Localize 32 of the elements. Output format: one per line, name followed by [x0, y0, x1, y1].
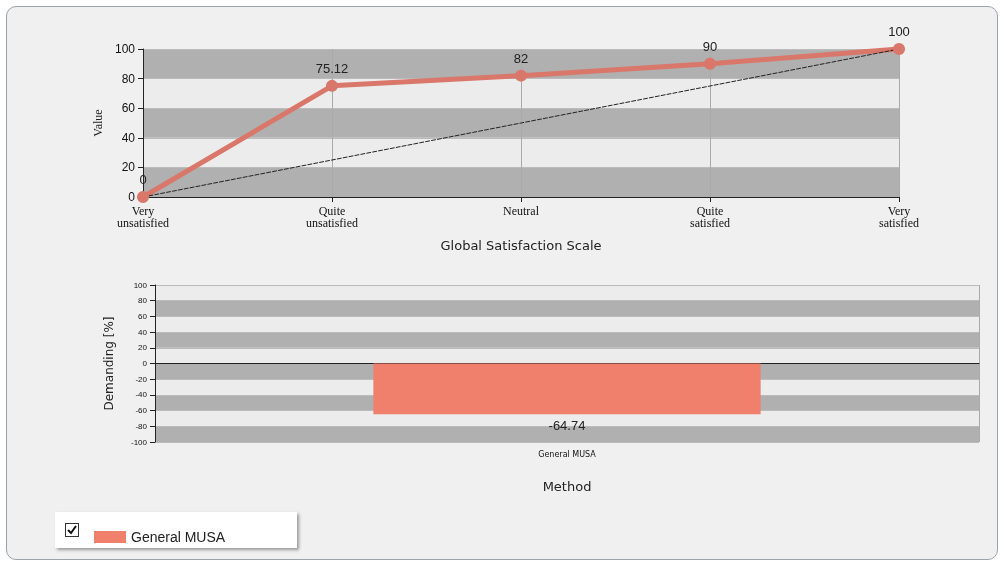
y-tick-label: 0: [128, 190, 136, 204]
x-tick-label: Very satisfied: [879, 204, 919, 230]
y-axis-title: Demanding [%]: [102, 316, 116, 411]
x-axis-title: Method: [542, 479, 592, 494]
data-label: -64.74: [548, 418, 586, 434]
legend-label: General MUSA: [131, 529, 226, 545]
y-tick-label: -40: [135, 390, 148, 400]
y-tick-label: -80: [135, 421, 148, 431]
y-tick-label: -60: [135, 406, 148, 416]
data-label: 82: [513, 50, 529, 66]
y-tick-label: -20: [135, 374, 148, 384]
data-label: 90: [702, 38, 718, 54]
y-tick-label: -100: [130, 437, 148, 447]
y-tick-label: 0: [142, 359, 148, 368]
x-tick-label: Quite unsatisfied: [306, 204, 358, 230]
y-tick-label: 60: [121, 101, 136, 116]
y-tick-label: 60: [138, 311, 148, 321]
x-tick-label: Quite satisfied: [690, 204, 730, 230]
y-tick-label: 20: [138, 343, 148, 353]
x-tick-label: Neutral: [503, 204, 540, 218]
data-label: 75.12: [315, 60, 349, 76]
x-tick-label: Very unsatisfied: [117, 204, 169, 230]
y-tick-label: 100: [114, 42, 136, 56]
data-label: 100: [888, 24, 910, 39]
y-tick-label: 20: [121, 160, 136, 175]
y-tick-label: 40: [138, 327, 148, 337]
y-tick-label: 80: [138, 296, 148, 306]
x-axis-title: Global Satisfaction Scale: [440, 238, 602, 253]
y-tick-label: 40: [121, 130, 136, 145]
y-tick-label: 100: [133, 280, 148, 290]
y-axis-title: Value: [91, 109, 106, 137]
y-tick-label: 80: [121, 71, 136, 86]
